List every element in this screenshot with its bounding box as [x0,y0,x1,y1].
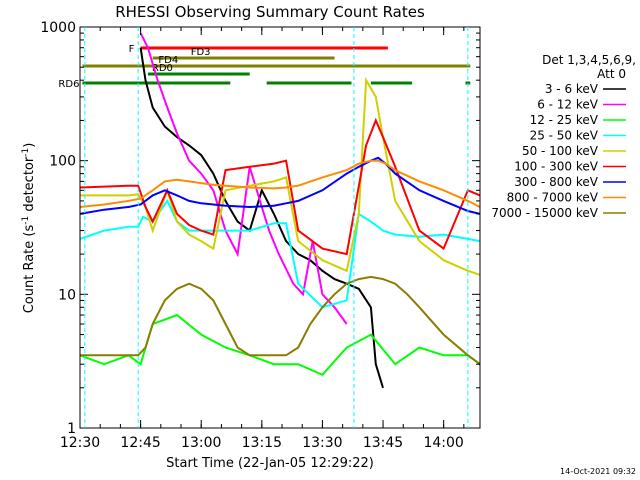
x-tick-label: 12:30 [60,435,100,451]
legend-label: 3 - 6 keV [545,82,599,96]
x-tick-label: 13:45 [363,435,403,451]
y-tick-label: 1000 [40,20,76,36]
x-tick-label: 13:00 [181,435,221,451]
flag-label: RD6 [58,79,79,90]
series-line [139,47,384,389]
legend-label: 100 - 300 keV [514,160,598,174]
legend-label: 12 - 25 keV [530,113,599,127]
series-line [79,117,481,256]
flag-label: FD3 [191,47,211,58]
timestamp: 14-Oct-2021 09:32 [560,467,636,476]
y-axis-label-sup2: -1 [21,148,31,157]
legend-header-detectors: Det 1,3,4,5,6,9, [542,53,636,67]
y-axis-label-end: ) [22,143,37,148]
flag-label: RD0 [152,63,173,74]
legend-header-attenuator: Att 0 [597,67,626,81]
y-axis-label-main: Count Rate (s [22,225,37,314]
plot-frame [79,26,481,429]
y-tick-label: 100 [49,154,76,170]
y-tick-label: 1 [67,421,76,437]
series-line [80,275,481,366]
series-line [80,76,481,276]
y-axis-label: Count Rate (s-1 detector-1) [21,143,37,314]
x-tick-label: 14:00 [423,435,463,451]
series-line [79,313,481,377]
series-lines [79,32,481,389]
series-line [79,159,481,208]
legend-label: 6 - 12 keV [537,98,599,112]
series-line [79,198,481,309]
flag-label: FD4 [158,55,178,66]
x-tick-label: 12:45 [120,435,160,451]
axes: 12:30 12:45 13:00 13:15 13:30 13:45 14:00 1 10 10… [40,20,481,451]
y-tick-label: 10 [58,287,76,303]
legend-label: 800 - 7000 keV [507,191,599,205]
legend-label: 300 - 800 keV [514,175,598,189]
legend-label: 25 - 50 keV [530,129,599,143]
chart-title: RHESSI Observing Summary Count Rates [115,3,425,21]
series-line [79,156,481,215]
y-axis-label-sup1: -1 [21,216,31,225]
x-tick-label: 13:15 [242,435,282,451]
legend: Det 1,3,4,5,6,9, Att 0 3 - 6 keV 6 - 12 k… [491,53,636,220]
series-line [139,32,348,325]
legend-label: 50 - 100 keV [522,144,599,158]
x-axis-label: Start Time (22-Jan-05 12:29:22) [166,456,374,471]
legend-label: 7000 - 15000 keV [491,206,598,220]
x-tick-label: 13:30 [302,435,342,451]
flag-label: F [129,44,135,55]
y-axis-label-mid: detector [22,156,37,216]
